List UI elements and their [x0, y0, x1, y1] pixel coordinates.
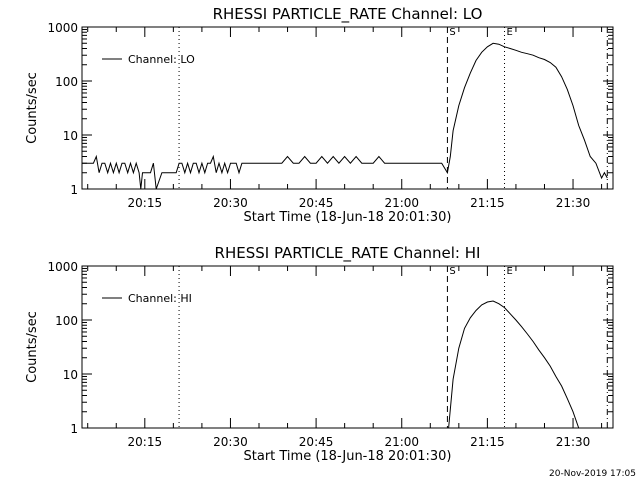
x-tick-label: 21:15 — [470, 196, 505, 210]
plot-frame — [81, 265, 614, 429]
x-tick-label: 20:30 — [213, 435, 248, 449]
x-tick-label: 21:00 — [384, 196, 419, 210]
time-marker-label: S — [449, 27, 455, 38]
series-line — [448, 300, 580, 429]
x-tick-label: 20:45 — [299, 435, 334, 449]
x-tick-label: 21:00 — [384, 435, 419, 449]
y-tick-label: 100 — [55, 75, 78, 89]
y-tick-label: 10 — [63, 129, 78, 143]
y-tick-label: 1 — [70, 183, 78, 197]
x-tick-label: 20:15 — [128, 435, 163, 449]
y-axis-label: Counts/sec — [25, 72, 40, 144]
y-tick-label: 1000 — [47, 21, 78, 35]
plot-frame — [81, 26, 614, 190]
x-tick-label: 21:30 — [556, 196, 591, 210]
lo-channel-panel: RHESSI PARTICLE_RATE Channel: LO Counts/s… — [25, 5, 614, 225]
chart-title: RHESSI PARTICLE_RATE Channel: HI — [215, 244, 481, 263]
footer-timestamp: 20-Nov-2019 17:05 — [549, 469, 636, 479]
y-tick-label: 100 — [55, 314, 78, 328]
y-axis-label: Counts/sec — [25, 311, 40, 383]
time-marker-label: E — [507, 27, 513, 38]
y-tick-label: 10 — [63, 368, 78, 382]
y-tick-label: 1000 — [47, 260, 78, 274]
x-tick-label: 21:15 — [470, 435, 505, 449]
x-tick-label: 20:15 — [128, 196, 163, 210]
chart-title: RHESSI PARTICLE_RATE Channel: LO — [213, 5, 483, 24]
time-marker-label: E — [507, 266, 513, 277]
x-axis-label: Start Time (18-Jun-18 20:01:30) — [244, 210, 452, 225]
hi-channel-panel: RHESSI PARTICLE_RATE Channel: HI Counts/s… — [25, 244, 614, 464]
legend-entry: Channel: HI — [128, 292, 192, 305]
time-marker-label: S — [449, 266, 455, 277]
series-line — [82, 42, 608, 190]
x-tick-label: 21:30 — [556, 435, 591, 449]
legend-entry: Channel: LO — [128, 53, 195, 66]
x-tick-label: 20:45 — [299, 196, 334, 210]
x-tick-label: 20:30 — [213, 196, 248, 210]
x-axis-label: Start Time (18-Jun-18 20:01:30) — [244, 449, 452, 464]
y-tick-label: 1 — [70, 422, 78, 436]
